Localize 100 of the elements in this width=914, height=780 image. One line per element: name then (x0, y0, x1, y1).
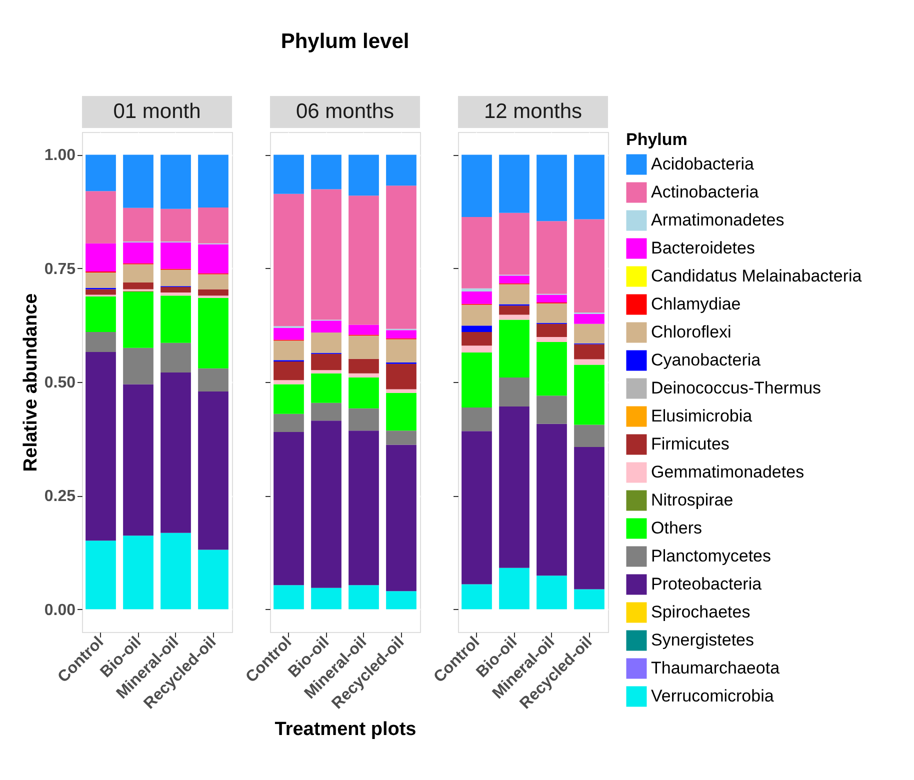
bar (499, 568, 530, 610)
legend-label: Spirochaetes (651, 602, 750, 622)
bar (462, 332, 492, 346)
bar (274, 414, 304, 432)
legend-label: Verrucomicrobia (651, 686, 774, 706)
bar (274, 380, 304, 384)
bar (574, 314, 604, 324)
bar (160, 342, 191, 372)
bar (198, 289, 228, 296)
legend-label: Planctomycetes (651, 546, 771, 566)
bar (462, 304, 492, 326)
legend-label: Candidatus Melainabacteria (651, 266, 862, 286)
bar (462, 288, 492, 292)
bar (274, 328, 304, 340)
bar (574, 219, 604, 312)
bar (86, 352, 116, 541)
bar (386, 591, 416, 610)
bar (311, 354, 342, 370)
bar (160, 532, 191, 610)
bar (86, 296, 116, 332)
bar (123, 154, 154, 208)
bar (348, 430, 379, 586)
bar (160, 292, 191, 296)
bar (462, 346, 492, 352)
bar (386, 186, 416, 329)
bar (160, 208, 191, 242)
bar (348, 336, 379, 359)
y-tick-label: 1.00 (44, 147, 76, 164)
bar (462, 407, 492, 432)
bar (311, 320, 342, 332)
bar (198, 298, 228, 368)
bar (462, 217, 492, 288)
x-axis-title: Treatment plots (274, 718, 416, 740)
chart-title: Phylum level (280, 30, 410, 53)
bar (348, 377, 379, 408)
y-tick-label: 0.75 (44, 260, 76, 278)
bar (499, 377, 530, 407)
bar (86, 243, 116, 272)
bar (86, 540, 116, 610)
legend-title: Phylum (626, 130, 688, 149)
chart-subtitle: 01 month (113, 100, 201, 123)
y-tick-label: 0.50 (44, 374, 76, 392)
legend-label: Acidobacteria (651, 154, 755, 174)
bar (198, 392, 228, 550)
bar (499, 284, 530, 304)
legend-label: Cyanobacteria (651, 350, 762, 370)
bar (574, 447, 604, 590)
bar (348, 585, 379, 610)
bar (462, 154, 492, 217)
bar (274, 154, 304, 194)
bar (274, 384, 304, 414)
bar (311, 332, 342, 353)
bar (160, 154, 191, 209)
bar (160, 296, 191, 343)
bar (123, 348, 154, 384)
bar (536, 324, 567, 337)
bar (574, 344, 604, 360)
bar (160, 287, 191, 292)
bar (198, 244, 228, 274)
bar (499, 314, 530, 320)
bar (536, 424, 567, 576)
legend-label: Chlamydiae (651, 294, 741, 314)
legend-label: Thaumarchaeota (651, 658, 780, 678)
bar (574, 424, 604, 447)
bar (123, 384, 154, 536)
bar (123, 282, 154, 290)
bar (386, 389, 416, 393)
bar (86, 332, 116, 352)
legend-label: Proteobacteria (651, 574, 762, 594)
bar (160, 242, 191, 269)
bar (536, 294, 567, 302)
bar (123, 242, 154, 264)
bar (160, 270, 191, 286)
bar (86, 272, 116, 288)
legend-label: Firmicutes (651, 434, 730, 454)
bar (462, 292, 492, 304)
bar (86, 154, 116, 192)
bar (536, 342, 567, 396)
bar (462, 431, 492, 584)
bar (274, 340, 304, 360)
bar (348, 154, 379, 196)
bar (386, 392, 416, 431)
legend-label: Armatimonadetes (651, 210, 784, 230)
bar (499, 212, 530, 275)
bar (536, 396, 567, 424)
bar (123, 536, 154, 610)
bar (274, 194, 304, 326)
bar (198, 550, 228, 610)
bar (348, 408, 379, 431)
legend-label: Elusimicrobia (651, 406, 753, 426)
bar (462, 584, 492, 610)
bar (274, 585, 304, 610)
legend-label: Others (651, 518, 702, 538)
bar (311, 420, 342, 588)
bar (160, 372, 191, 533)
legend-label: Gemmatimonadetes (651, 462, 804, 482)
bar (274, 432, 304, 586)
bar (123, 208, 154, 242)
bar (386, 330, 416, 338)
bar (386, 154, 416, 186)
